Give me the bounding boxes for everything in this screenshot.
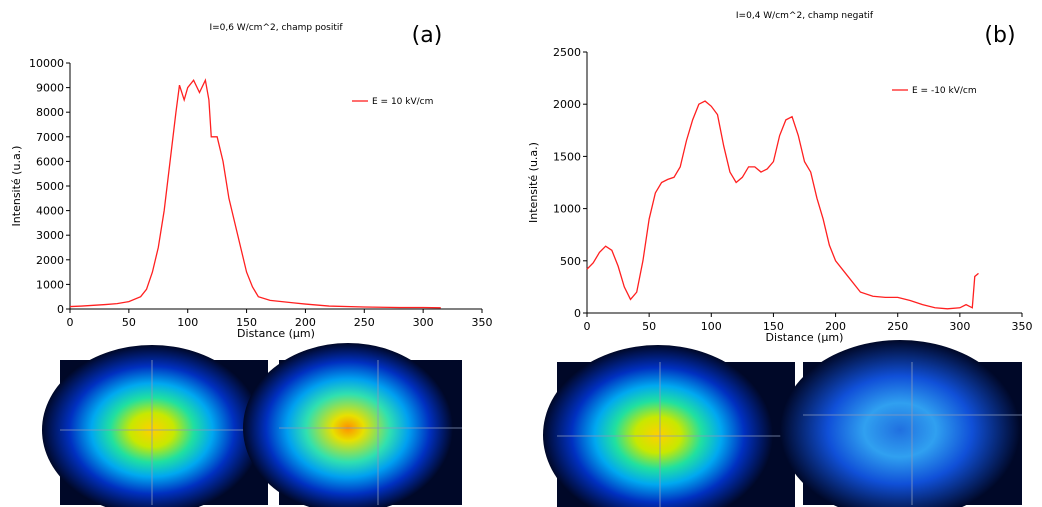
y-tick-label: 3000 — [36, 229, 64, 242]
beam-spot — [780, 340, 1020, 507]
y-tick-label: 10000 — [29, 57, 64, 70]
x-tick-label: 200 — [825, 320, 846, 333]
x-tick-label: 250 — [354, 316, 375, 329]
chart-title: I=0,4 W/cm^2, champ negatif — [736, 11, 874, 21]
beam-spot — [543, 345, 773, 507]
y-tick-label: 2000 — [553, 98, 581, 111]
y-tick-label: 6000 — [36, 155, 64, 168]
x-tick-label: 250 — [887, 320, 908, 333]
y-tick-label: 1000 — [36, 278, 64, 291]
x-tick-label: 0 — [67, 316, 74, 329]
y-axis-label: Intensité (u.a.) — [10, 146, 23, 227]
y-tick-label: 1000 — [553, 203, 581, 216]
y-tick-label: 2500 — [553, 46, 581, 59]
y-tick-label: 0 — [574, 307, 581, 320]
x-tick-label: 50 — [642, 320, 656, 333]
legend-label: E = 10 kV/cm — [372, 97, 433, 107]
x-tick-label: 350 — [472, 316, 493, 329]
y-tick-label: 500 — [560, 255, 581, 268]
y-tick-label: 8000 — [36, 106, 64, 119]
y-tick-label: 7000 — [36, 131, 64, 144]
legend-label: E = -10 kV/cm — [912, 86, 977, 96]
x-axis-label: Distance (µm) — [237, 327, 315, 340]
y-tick-label: 9000 — [36, 82, 64, 95]
y-axis-label: Intensité (u.a.) — [527, 142, 540, 223]
x-tick-label: 200 — [295, 316, 316, 329]
beam-images — [42, 340, 1022, 507]
y-tick-label: 5000 — [36, 180, 64, 193]
y-tick-label: 4000 — [36, 205, 64, 218]
chart-title: I=0,6 W/cm^2, champ positif — [209, 23, 343, 33]
beam-spot — [243, 343, 453, 507]
data-line — [69, 78, 441, 309]
y-tick-label: 0 — [57, 303, 64, 316]
x-tick-label: 0 — [584, 320, 591, 333]
x-tick-label: 50 — [122, 316, 136, 329]
x-tick-label: 300 — [949, 320, 970, 333]
data-line — [586, 100, 979, 310]
x-tick-label: 100 — [701, 320, 722, 333]
y-tick-label: 1500 — [553, 150, 581, 163]
x-axis-label: Distance (µm) — [766, 331, 844, 344]
x-tick-label: 300 — [413, 316, 434, 329]
x-tick-label: 100 — [177, 316, 198, 329]
panel-label: (a) — [412, 23, 443, 48]
panel-label: (b) — [984, 23, 1015, 48]
y-tick-label: 2000 — [36, 254, 64, 267]
x-tick-label: 150 — [236, 316, 257, 329]
x-tick-label: 350 — [1012, 320, 1033, 333]
x-tick-label: 150 — [763, 320, 784, 333]
